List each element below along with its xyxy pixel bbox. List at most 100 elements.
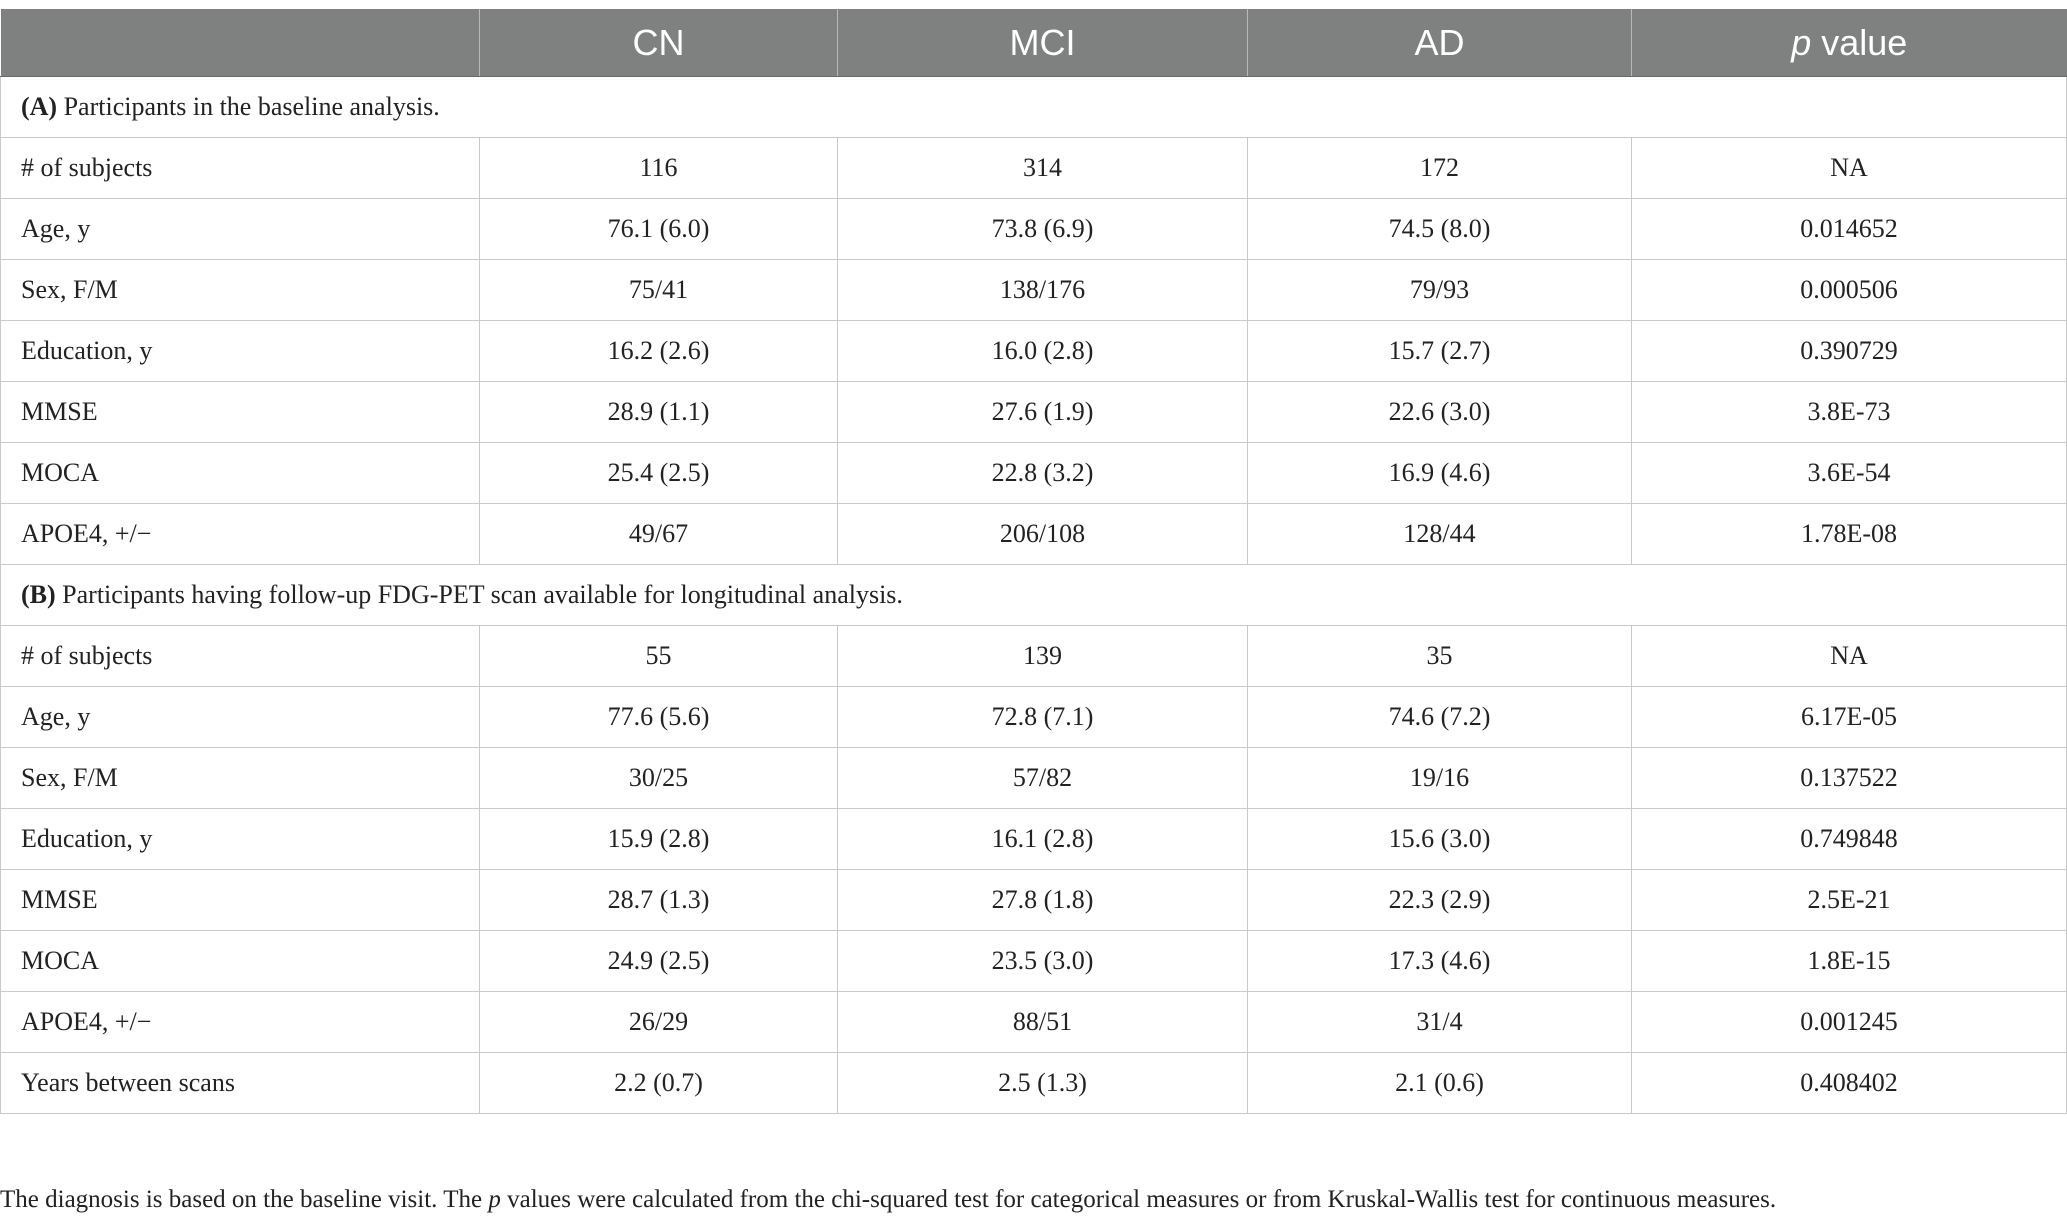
row-label: Age, y [0,198,480,260]
cn-value: 25.4 (2.5) [479,442,838,504]
row-label: Sex, F/M [0,747,480,809]
table-body: (A) Participants in the baseline analysi… [0,76,2067,1114]
mci-value: 72.8 (7.1) [837,686,1248,748]
cn-value: 30/25 [479,747,838,809]
ad-value: 16.9 (4.6) [1247,442,1632,504]
section-b-heading: (B) Participants having follow-up FDG-PE… [0,564,2067,626]
header-mci: MCI [837,9,1248,77]
table-row: MOCA 25.4 (2.5) 22.8 (3.2) 16.9 (4.6) 3.6E-5… [0,442,2067,504]
ad-value: 35 [1247,625,1632,687]
cn-value: 2.2 (0.7) [479,1052,838,1114]
table-row: Years between scans 2.2 (0.7) 2.5 (1.3) 2.1… [0,1052,2067,1114]
cn-value: 76.1 (6.0) [479,198,838,260]
row-label: APOE4, +/− [0,503,480,565]
p-value: 0.014652 [1631,198,2067,260]
demographics-table: CN MCI AD p value (A) Participants in th… [0,9,2067,1114]
table-row: APOE4, +/− 49/67 206/108 128/44 1.78E-08 [0,503,2067,565]
footnote-italic-p: p [488,1186,501,1213]
header-p-value: p value [1631,9,2067,77]
ad-value: 128/44 [1247,503,1632,565]
p-value: NA [1631,625,2067,687]
table-row: # of subjects 55 139 35 NA [0,625,2067,687]
mci-value: 16.0 (2.8) [837,320,1248,382]
p-value: 0.749848 [1631,808,2067,870]
mci-value: 16.1 (2.8) [837,808,1248,870]
mci-value: 138/176 [837,259,1248,321]
header-p-rest: value [1811,21,1908,63]
demographics-table-container: CN MCI AD p value (A) Participants in th… [0,9,2067,1114]
cn-value: 24.9 (2.5) [479,930,838,992]
footnote-part2: values were calculated from the chi-squa… [500,1186,1777,1213]
ad-value: 2.1 (0.6) [1247,1052,1632,1114]
ad-value: 79/93 [1247,259,1632,321]
ad-value: 74.6 (7.2) [1247,686,1632,748]
cn-value: 28.9 (1.1) [479,381,838,443]
mci-value: 27.6 (1.9) [837,381,1248,443]
row-label: Sex, F/M [0,259,480,321]
mci-value: 139 [837,625,1248,687]
cn-value: 16.2 (2.6) [479,320,838,382]
cn-value: 77.6 (5.6) [479,686,838,748]
p-value: 0.000506 [1631,259,2067,321]
p-value: NA [1631,137,2067,199]
section-a-heading: (A) Participants in the baseline analysi… [0,76,2067,138]
p-value: 6.17E-05 [1631,686,2067,748]
table-row: Age, y 77.6 (5.6) 72.8 (7.1) 74.6 (7.2) 6.17… [0,686,2067,748]
ad-value: 17.3 (4.6) [1247,930,1632,992]
ad-value: 74.5 (8.0) [1247,198,1632,260]
table-row: APOE4, +/− 26/29 88/51 31/4 0.001245 [0,991,2067,1053]
table-row: Age, y 76.1 (6.0) 73.8 (6.9) 74.5 (8.0) 0.01… [0,198,2067,260]
row-label: # of subjects [0,625,480,687]
row-label: # of subjects [0,137,480,199]
section-tag: (B) [21,580,56,609]
cn-value: 116 [479,137,838,199]
mci-value: 73.8 (6.9) [837,198,1248,260]
cn-value: 75/41 [479,259,838,321]
header-ad: AD [1247,9,1632,77]
p-value: 2.5E-21 [1631,869,2067,931]
ad-value: 31/4 [1247,991,1632,1053]
table-row: Sex, F/M 30/25 57/82 19/16 0.137522 [0,747,2067,809]
header-row: CN MCI AD p value [0,9,2067,77]
ad-value: 22.6 (3.0) [1247,381,1632,443]
ad-value: 15.6 (3.0) [1247,808,1632,870]
table-row: MMSE 28.7 (1.3) 27.8 (1.8) 22.3 (2.9) 2.5E-2… [0,869,2067,931]
mci-value: 2.5 (1.3) [837,1052,1248,1114]
row-label: MMSE [0,381,480,443]
mci-value: 314 [837,137,1248,199]
p-value: 1.8E-15 [1631,930,2067,992]
cn-value: 55 [479,625,838,687]
cn-value: 49/67 [479,503,838,565]
p-value: 0.001245 [1631,991,2067,1053]
row-label: MMSE [0,869,480,931]
mci-value: 23.5 (3.0) [837,930,1248,992]
p-value: 1.78E-08 [1631,503,2067,565]
cn-value: 15.9 (2.8) [479,808,838,870]
footnote-part1: The diagnosis is based on the baseline v… [0,1186,489,1213]
row-label: MOCA [0,442,480,504]
header-empty-cell [0,9,480,77]
mci-value: 88/51 [837,991,1248,1053]
p-value: 0.408402 [1631,1052,2067,1114]
header-p-italic: p [1791,21,1812,63]
p-value: 3.6E-54 [1631,442,2067,504]
table-header: CN MCI AD p value [0,9,2067,77]
table-footnote: The diagnosis is based on the baseline v… [0,1186,1776,1214]
header-cn: CN [479,9,838,77]
section-b-heading-row: (B) Participants having follow-up FDG-PE… [0,564,2067,626]
row-label: Education, y [0,320,480,382]
row-label: MOCA [0,930,480,992]
table-row: MOCA 24.9 (2.5) 23.5 (3.0) 17.3 (4.6) 1.8E-1… [0,930,2067,992]
cn-value: 26/29 [479,991,838,1053]
section-a-heading-row: (A) Participants in the baseline analysi… [0,76,2067,138]
section-tag: (A) [21,92,58,121]
row-label: Age, y [0,686,480,748]
row-label: Education, y [0,808,480,870]
ad-value: 172 [1247,137,1632,199]
p-value: 0.390729 [1631,320,2067,382]
p-value: 3.8E-73 [1631,381,2067,443]
table-row: Sex, F/M 75/41 138/176 79/93 0.000506 [0,259,2067,321]
ad-value: 19/16 [1247,747,1632,809]
cn-value: 28.7 (1.3) [479,869,838,931]
section-title: Participants having follow-up FDG-PET sc… [55,580,903,609]
